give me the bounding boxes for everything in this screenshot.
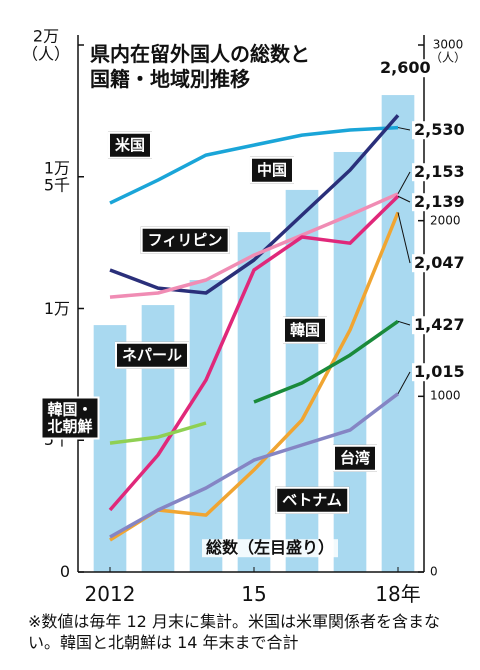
line: [109, 125, 399, 205]
series-label: フィリピン: [140, 226, 230, 254]
y-tick-label: 1万: [43, 298, 70, 318]
x-tick-label: 2012: [84, 582, 136, 606]
y2-tick-label: 1000: [430, 388, 461, 403]
series-label: 台湾: [332, 444, 378, 472]
bar-legend: 総数（左目盛り）: [201, 539, 339, 557]
y-tick-label: 2万 （人）: [21, 26, 70, 63]
value-label: 1,427: [412, 315, 467, 335]
value-label: 1,015: [412, 362, 467, 382]
leader-line: [397, 171, 411, 195]
leader-line: [397, 371, 411, 394]
y2-tick-label: 3000 （人）: [430, 37, 467, 65]
series-label: 韓国: [282, 316, 328, 344]
note: ※数値は毎年 12 月末に集計。米国は米軍関係者を含まない。韓国と北朝鮮は 14…: [28, 612, 440, 652]
x-tick-label: 18年: [375, 582, 421, 606]
y-tick-label: 0: [59, 562, 70, 582]
value-label: 2,047: [412, 253, 467, 273]
value-label: 2,153: [412, 162, 467, 182]
x-tick-label: 15: [241, 582, 267, 606]
value-label: 2,139: [412, 192, 467, 212]
value-label: 2,530: [412, 120, 467, 140]
leader-line: [397, 127, 411, 131]
line: [109, 192, 399, 299]
line: [109, 392, 400, 539]
line: [109, 114, 400, 295]
series-label: 米国: [107, 131, 153, 159]
bar: [237, 232, 271, 572]
y2-tick-label: 2000: [430, 213, 461, 228]
chart-title: 県内在留外国人の総数と 国籍・地域別推移: [90, 42, 310, 92]
leader-line: [397, 195, 411, 203]
y2-tick-label: 0: [430, 564, 438, 579]
bar: [381, 95, 415, 572]
series-label: ネパール: [114, 341, 190, 369]
value-label: 2,600: [378, 58, 433, 78]
series-label: ベトナム: [275, 486, 349, 514]
line: [253, 319, 400, 404]
leader-line: [397, 320, 411, 326]
series-label: 韓国・ 北朝鮮: [40, 396, 100, 440]
y-tick-label: 1万 5千: [43, 158, 70, 195]
leader-line: [397, 212, 411, 264]
line: [109, 421, 207, 445]
bar: [285, 189, 319, 573]
line: [108, 194, 400, 512]
series-label: 中国: [249, 156, 295, 184]
